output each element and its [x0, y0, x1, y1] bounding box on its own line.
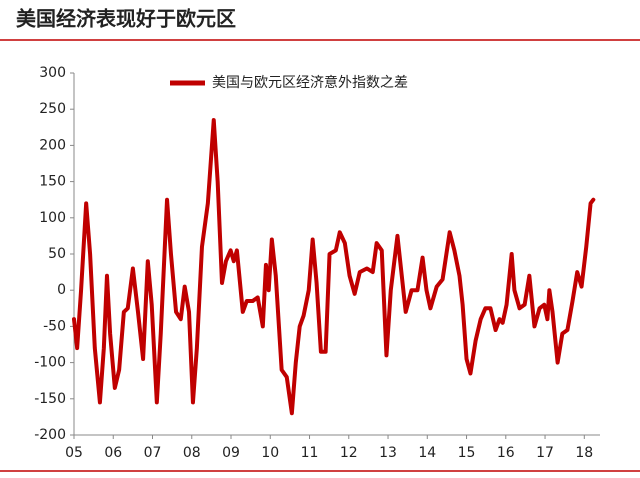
y-tick-label: -50 — [43, 318, 66, 334]
y-tick-label: 50 — [48, 246, 66, 262]
chart-title: 美国经济表现好于欧元区 — [16, 7, 236, 31]
y-tick-label: 100 — [39, 210, 66, 226]
legend-label: 美国与欧元区经济意外指数之差 — [212, 74, 408, 91]
y-tick-label: -100 — [34, 355, 66, 371]
y-tick-label: -200 — [34, 427, 66, 443]
y-tick-label: 200 — [39, 137, 66, 153]
x-tick-label: 07 — [144, 445, 162, 461]
y-tick-label: -150 — [34, 391, 66, 407]
x-tick-label: 09 — [222, 445, 240, 461]
y-tick-label: 250 — [39, 101, 66, 117]
x-tick-label: 16 — [497, 445, 515, 461]
y-tick-label: 0 — [57, 282, 66, 298]
x-tick-label: 11 — [301, 445, 319, 461]
x-tick-label: 10 — [261, 445, 279, 461]
x-tick-label: 15 — [458, 445, 476, 461]
x-tick-label: 18 — [575, 445, 593, 461]
x-tick-label: 14 — [418, 445, 436, 461]
x-tick-label: 12 — [340, 445, 358, 461]
x-tick-label: 08 — [183, 445, 201, 461]
x-tick-label: 05 — [65, 445, 83, 461]
x-tick-label: 13 — [379, 445, 397, 461]
y-tick-label: 150 — [39, 174, 66, 190]
y-tick-label: 300 — [39, 65, 66, 81]
x-tick-label: 17 — [536, 445, 554, 461]
x-tick-label: 06 — [104, 445, 122, 461]
data-line — [72, 118, 596, 416]
